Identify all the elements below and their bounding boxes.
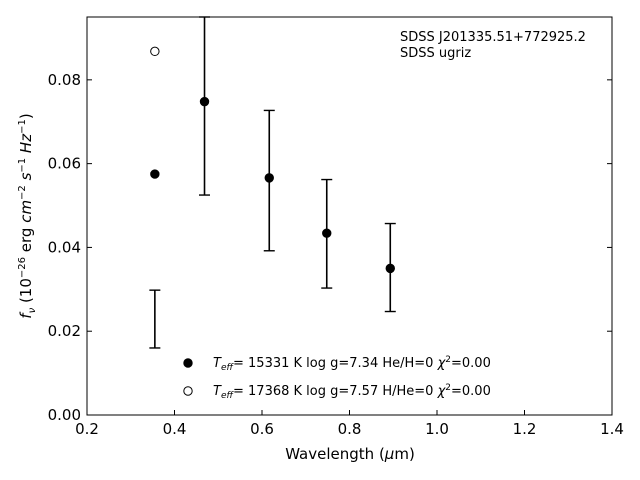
- x-tick-label: 0.4: [163, 420, 187, 438]
- model-point-filled: [264, 173, 274, 183]
- model-point-filled: [322, 228, 332, 238]
- legend: Teff= 15331 K log g=7.34 He/H=0 χ2=0.00 …: [183, 355, 491, 401]
- annotation-line-1: SDSS J201335.51+772925.2: [400, 30, 586, 45]
- x-tick-label: 0.8: [338, 420, 362, 438]
- x-tick-label: 0.2: [75, 420, 99, 438]
- x-axis: 0.2 0.4 0.6 0.8 1.0 1.2 1.4: [75, 410, 624, 438]
- legend-marker-open: [183, 386, 193, 396]
- model-point-filled: [385, 263, 395, 274]
- y-tick-label: 0.06: [48, 155, 81, 173]
- x-tick-label: 0.6: [250, 420, 274, 438]
- legend-entry-1: Teff= 15331 K log g=7.34 He/H=0 χ2=0.00: [213, 355, 491, 373]
- model-point-open: [150, 46, 160, 57]
- y-axis-label: fν (10−26 erg cm−2 s−1 Hz−1): [17, 113, 38, 318]
- x-tick-label: 1.2: [513, 420, 537, 438]
- y-tick-label: 0.04: [48, 238, 81, 256]
- y-tick-label: 0.02: [48, 322, 81, 340]
- x-axis-label: Wavelength (μm): [285, 445, 415, 463]
- y-tick-label: 0.00: [48, 406, 81, 424]
- annotation-line-2: SDSS ugriz: [400, 46, 471, 61]
- y-tick-label: 0.08: [48, 71, 81, 89]
- x-tick-label: 1.4: [600, 420, 624, 438]
- legend-entry-2: Teff= 17368 K log g=7.57 H/He=0 χ2=0.00: [213, 383, 491, 401]
- model-point-filled: [150, 169, 160, 179]
- legend-marker-filled: [183, 358, 193, 368]
- y-axis: 0.00 0.02 0.04 0.06 0.08: [48, 71, 612, 424]
- model-point-filled: [199, 96, 210, 107]
- x-tick-label: 1.0: [425, 420, 449, 438]
- svg-text:fν (10−26 erg cm−2 s−1 Hz−1): fν (10−26 erg cm−2 s−1 Hz−1): [17, 113, 38, 318]
